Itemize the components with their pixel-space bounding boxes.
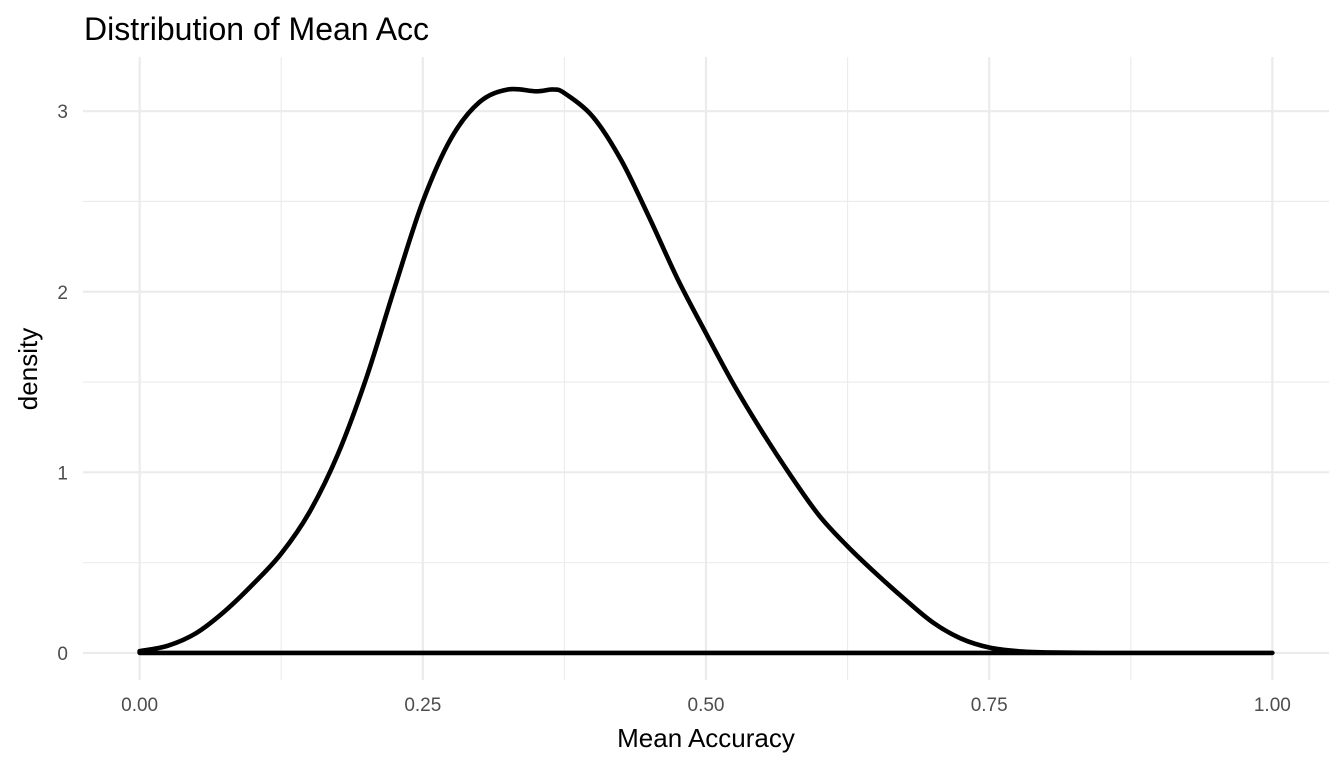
x-tick-label: 0.00 <box>121 695 158 716</box>
y-tick-label: 1 <box>57 463 68 484</box>
x-tick-label: 0.75 <box>971 695 1008 716</box>
y-axis-title: density <box>13 328 43 410</box>
x-tick-label: 0.50 <box>688 695 725 716</box>
chart-title: Distribution of Mean Acc <box>84 11 429 47</box>
density-curve <box>137 86 1275 656</box>
x-axis-title: Mean Accuracy <box>617 723 795 753</box>
x-tick-label: 0.25 <box>404 695 441 716</box>
y-tick-label: 3 <box>57 102 68 123</box>
x-tick-label: 1.00 <box>1254 695 1291 716</box>
tick-labels: 0.00 0.25 0.50 0.75 1.00 0 1 2 3 <box>57 102 1290 716</box>
y-tick-label: 0 <box>57 644 68 665</box>
density-series <box>137 86 1275 656</box>
major-gridlines <box>83 57 1329 680</box>
y-tick-label: 2 <box>57 283 68 304</box>
